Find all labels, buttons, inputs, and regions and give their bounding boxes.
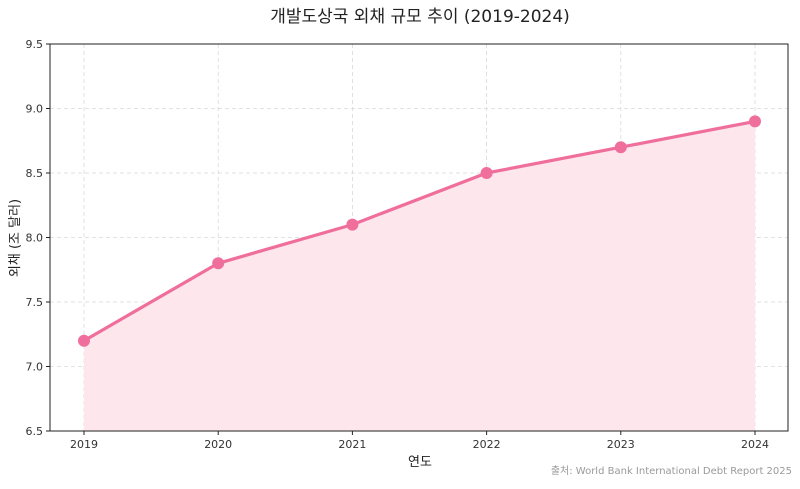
y-tick-label: 7.0 xyxy=(26,361,44,374)
data-point xyxy=(749,115,761,128)
y-tick-label: 9.0 xyxy=(26,103,44,116)
x-tick-label: 2019 xyxy=(70,438,98,451)
y-tick-label: 7.5 xyxy=(26,296,44,309)
data-point-layer xyxy=(78,115,761,347)
data-point xyxy=(480,167,493,179)
x-tick-label: 2020 xyxy=(204,438,232,451)
data-point xyxy=(78,334,90,347)
y-tick-label: 8.0 xyxy=(26,232,44,245)
x-axis: 2019 2020 2021 2022 2023 2024 xyxy=(70,431,769,451)
chart-title: 개발도상국 외채 규모 추이 (2019-2024) xyxy=(270,7,570,27)
series-line xyxy=(82,119,757,343)
x-axis-label: 연도 xyxy=(408,455,432,470)
x-tick-label: 2023 xyxy=(607,438,635,451)
source-note: 출처: World Bank International Debt Report… xyxy=(551,465,792,477)
x-tick-label: 2022 xyxy=(473,438,501,451)
x-tick-label: 2024 xyxy=(741,438,769,451)
area-layer xyxy=(84,121,755,432)
data-point xyxy=(212,257,225,270)
data-point xyxy=(346,218,359,231)
y-tick-label: 6.5 xyxy=(26,425,44,438)
x-tick-label: 2021 xyxy=(338,438,366,451)
data-point xyxy=(614,141,627,154)
y-axis: 6.5 7.0 7.5 8.0 8.5 9.0 9.5 xyxy=(26,38,50,438)
series-area xyxy=(84,121,755,432)
y-axis-label: 외채 (조 달러) xyxy=(8,199,23,277)
series-line-layer xyxy=(82,119,757,343)
y-tick-label: 8.5 xyxy=(26,167,44,180)
y-tick-label: 9.5 xyxy=(26,38,44,51)
